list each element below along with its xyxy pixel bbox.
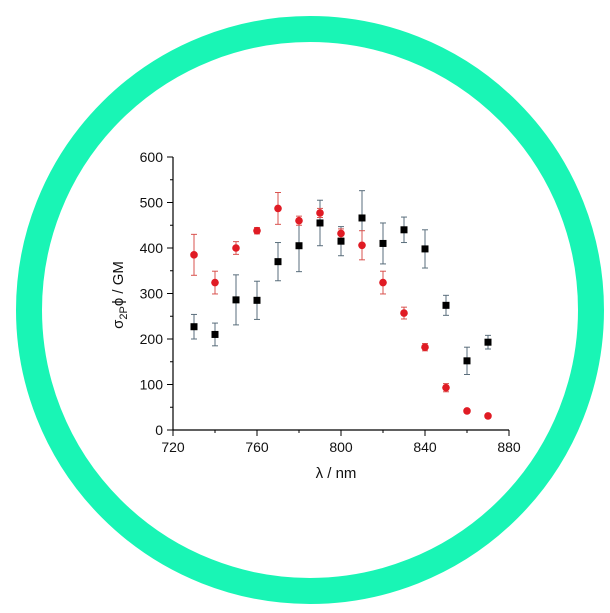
- ticks: 720 760 800 840 880 0 100 200 300 400 500 600: [140, 149, 521, 455]
- x-axis-label: λ / nm: [316, 465, 357, 482]
- data-point-square: [211, 330, 219, 338]
- x-tick-label: 760: [245, 439, 269, 455]
- y-axis-label-subscript: 2P: [118, 306, 130, 319]
- data-point-square: [274, 258, 282, 266]
- data-point-circle: [211, 278, 219, 287]
- data-point-square: [400, 226, 408, 234]
- data-point-circle: [442, 383, 450, 392]
- y-tick-label: 0: [155, 422, 163, 438]
- data-point-square: [337, 237, 345, 245]
- data-point-square: [484, 338, 492, 346]
- x-tick-label: 840: [413, 439, 437, 455]
- y-tick-label: 500: [140, 195, 164, 211]
- data-point-square: [295, 242, 303, 250]
- decorative-ring: [16, 16, 604, 604]
- y-axis-label: σ2Pϕ / GM: [110, 261, 130, 329]
- data-point-circle: [232, 244, 240, 252]
- data-point-square: [463, 357, 471, 365]
- x-tick-label: 880: [497, 439, 521, 455]
- data-point-circle: [421, 343, 429, 351]
- data-point-square: [190, 323, 198, 331]
- y-tick-label: 300: [140, 286, 164, 302]
- scatter-plot: 720 760 800 840 880 0 100 200 300 400 500 600 λ / n…: [110, 149, 521, 482]
- y-axis-label-main: σ: [110, 319, 127, 329]
- x-tick-label: 720: [161, 439, 185, 455]
- data-point-circle: [253, 226, 261, 235]
- data-point-circle: [400, 309, 408, 317]
- data-markers: [190, 204, 492, 420]
- data-point-square: [442, 301, 450, 309]
- data-point-square: [232, 296, 240, 304]
- data-point-square: [358, 214, 366, 222]
- data-point-circle: [484, 412, 492, 420]
- data-point-square: [421, 245, 429, 253]
- y-axis-label-rest: ϕ / GM: [110, 261, 127, 306]
- data-point-square: [253, 296, 261, 304]
- data-point-circle: [337, 229, 345, 238]
- axes: [172, 157, 509, 431]
- data-point-circle: [316, 209, 324, 217]
- data-point-circle: [463, 407, 471, 415]
- y-tick-label: 100: [140, 377, 164, 393]
- x-tick-label: 800: [329, 439, 353, 455]
- data-point-circle: [358, 241, 366, 250]
- data-point-circle: [274, 204, 282, 213]
- data-point-square: [316, 219, 324, 227]
- data-point-square: [379, 239, 387, 247]
- data-point-circle: [379, 278, 387, 287]
- data-point-circle: [295, 216, 303, 225]
- y-tick-label: 600: [140, 149, 164, 165]
- y-tick-label: 400: [140, 240, 164, 256]
- data-point-circle: [190, 251, 198, 259]
- y-tick-label: 200: [140, 331, 164, 347]
